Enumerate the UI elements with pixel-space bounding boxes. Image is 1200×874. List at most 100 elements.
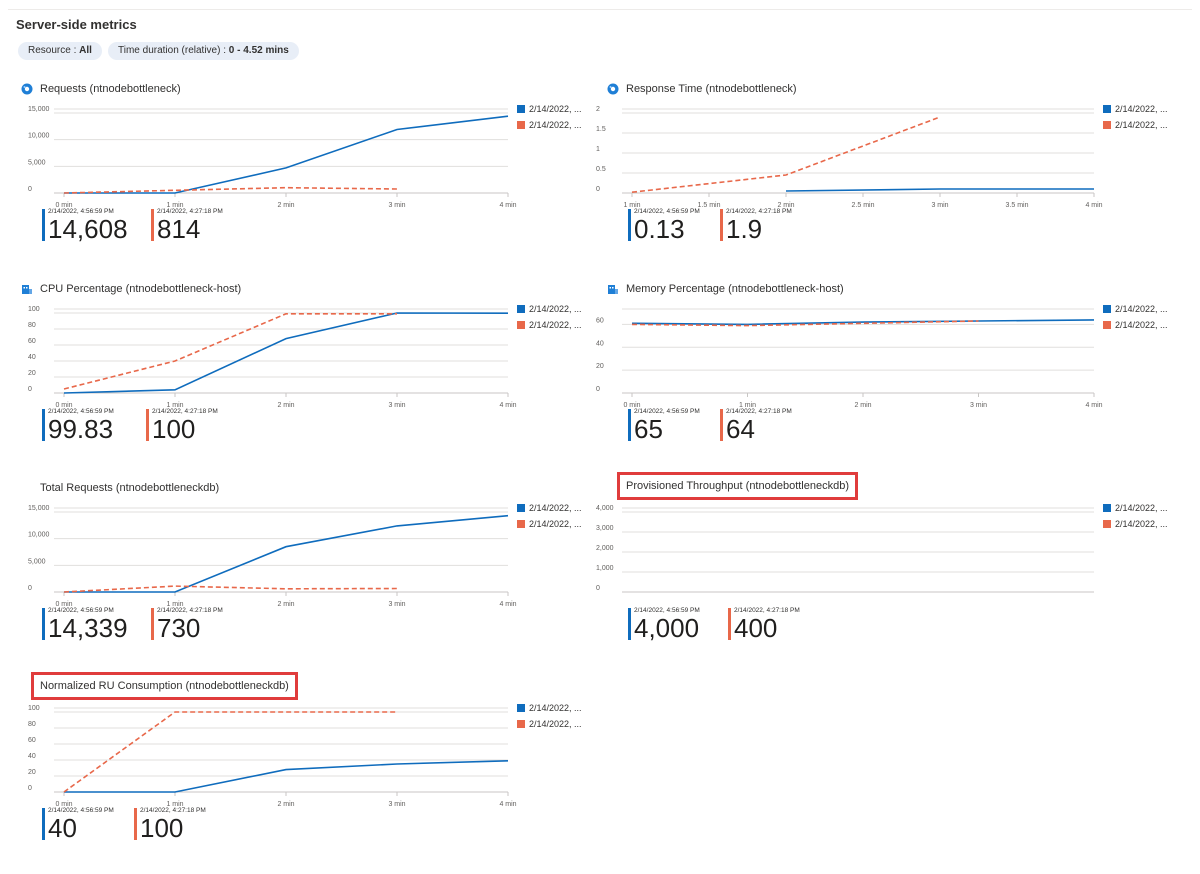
legend-swatch <box>1103 305 1111 313</box>
summary-stat: 2/14/2022, 4:27:18 PM 100 <box>146 408 218 442</box>
x-tick-label: 3 min <box>388 601 405 608</box>
metric-panel[interactable]: Response Time (ntnodebottleneck) 0 0.5 1 1.5… <box>596 80 1186 275</box>
legend-item[interactable]: 2/14/2022, ... <box>517 104 582 114</box>
app-insights-icon <box>20 82 34 96</box>
stat-timestamp: 2/14/2022, 4:56:59 PM <box>634 607 700 614</box>
time-duration-filter-pill[interactable]: Time duration (relative) : 0 - 4.52 mins <box>108 42 299 60</box>
metric-title-text: Requests (ntnodebottleneck) <box>40 83 181 95</box>
stat-value: 814 <box>157 214 201 244</box>
stat-timestamp: 2/14/2022, 4:56:59 PM <box>48 208 114 215</box>
legend-label: 2/14/2022, ... <box>1115 104 1168 114</box>
metric-title[interactable]: Total Requests (ntnodebottleneckdb) <box>40 479 219 497</box>
legend-item[interactable]: 2/14/2022, ... <box>517 320 582 330</box>
y-tick-label: 15,000 <box>28 505 50 512</box>
metric-title[interactable]: CPU Percentage (ntnodebottleneck-host) <box>20 280 241 298</box>
stat-timestamp: 2/14/2022, 4:56:59 PM <box>48 807 114 814</box>
time-duration-filter-value: 0 - 4.52 mins <box>228 45 289 56</box>
legend-label: 2/14/2022, ... <box>529 104 582 114</box>
x-tick-label: 1.5 min <box>698 202 721 209</box>
legend-item[interactable]: 2/14/2022, ... <box>1103 519 1168 529</box>
stat-color-bar <box>151 209 154 241</box>
app-insights-icon <box>606 82 620 96</box>
legend-item[interactable]: 2/14/2022, ... <box>517 503 582 513</box>
summary-stat: 2/14/2022, 4:56:59 PM 0.13 <box>628 208 700 242</box>
series-line-solid <box>64 514 509 593</box>
metric-panel[interactable]: CPU Percentage (ntnodebottleneck-host) 0 2… <box>20 280 600 475</box>
y-tick-label: 0.5 <box>596 166 606 173</box>
summary-stat: 2/14/2022, 4:56:59 PM 99.83 <box>42 408 114 442</box>
metric-panel[interactable]: Requests (ntnodebottleneck) 0 5,000 10,000 1… <box>20 80 600 275</box>
x-tick-label: 2 min <box>277 601 294 608</box>
section-title: Server-side metrics <box>16 17 137 32</box>
summary-stat: 2/14/2022, 4:56:59 PM 4,000 <box>628 607 700 641</box>
metric-title[interactable]: Provisioned Throughput (ntnodebottleneck… <box>616 472 859 500</box>
metric-title[interactable]: Response Time (ntnodebottleneck) <box>606 80 797 98</box>
legend-item[interactable]: 2/14/2022, ... <box>1103 104 1168 114</box>
line-chart: 0 1,000 2,000 3,000 4,000 <box>596 505 1094 593</box>
series-line-dashed <box>63 313 397 390</box>
legend-item[interactable]: 2/14/2022, ... <box>1103 503 1168 513</box>
legend-item[interactable]: 2/14/2022, ... <box>1103 120 1168 130</box>
series-line-dashed <box>63 711 397 793</box>
legend-label: 2/14/2022, ... <box>1115 320 1168 330</box>
y-tick-label: 20 <box>28 370 36 377</box>
metric-title-text: Memory Percentage (ntnodebottleneck-host… <box>626 283 844 295</box>
x-tick-label: 4 min <box>1085 202 1102 209</box>
legend-item[interactable]: 2/14/2022, ... <box>517 519 582 529</box>
metric-panel[interactable]: Memory Percentage (ntnodebottleneck-host… <box>596 280 1186 475</box>
legend-item[interactable]: 2/14/2022, ... <box>517 304 582 314</box>
x-tick-label: 2 min <box>277 801 294 808</box>
stat-timestamp: 2/14/2022, 4:27:18 PM <box>140 807 206 814</box>
top-divider <box>8 9 1192 10</box>
x-tick-label: 1 min <box>623 202 640 209</box>
x-tick-label: 2 min <box>277 402 294 409</box>
metric-panel[interactable]: Normalized RU Consumption (ntnodebottlen… <box>20 672 600 874</box>
y-tick-label: 80 <box>28 721 36 728</box>
app-service-plan-icon <box>606 282 620 296</box>
stat-color-bar <box>628 409 631 441</box>
series-line-solid <box>631 319 1095 326</box>
stat-timestamp: 2/14/2022, 4:27:18 PM <box>157 208 223 215</box>
legend-item[interactable]: 2/14/2022, ... <box>517 703 582 713</box>
x-tick-label: 1 min <box>739 402 756 409</box>
legend-item[interactable]: 2/14/2022, ... <box>517 719 582 729</box>
summary-stat: 2/14/2022, 4:56:59 PM 40 <box>42 807 114 841</box>
resource-filter-pill[interactable]: Resource : All <box>18 42 102 60</box>
series-line-dashed <box>63 186 398 194</box>
legend-swatch <box>1103 321 1111 329</box>
summary-stat: 2/14/2022, 4:27:18 PM 64 <box>720 408 792 442</box>
legend-item[interactable]: 2/14/2022, ... <box>517 120 582 130</box>
metric-title[interactable]: Normalized RU Consumption (ntnodebottlen… <box>31 672 298 700</box>
y-tick-label: 0 <box>28 186 32 193</box>
stat-color-bar <box>146 409 149 441</box>
x-tick-label: 1 min <box>166 801 183 808</box>
series-line-solid <box>785 188 1094 192</box>
line-chart: 0 20 40 60 80 100 0 min 1 min 2 min 3 min 4 min <box>28 705 517 808</box>
metric-title-text: Normalized RU Consumption (ntnodebottlen… <box>40 680 289 692</box>
x-tick-label: 4 min <box>1085 402 1102 409</box>
y-tick-label: 5,000 <box>28 159 46 166</box>
legend-swatch <box>1103 121 1111 129</box>
stat-timestamp: 2/14/2022, 4:56:59 PM <box>48 408 114 415</box>
y-tick-label: 0 <box>28 585 32 592</box>
stat-value: 1.9 <box>726 214 763 244</box>
stat-color-bar <box>151 608 154 640</box>
metric-panel[interactable]: Total Requests (ntnodebottleneckdb) 0 5,00… <box>20 479 600 674</box>
legend-swatch <box>517 520 525 528</box>
y-tick-label: 2 <box>596 106 600 113</box>
x-tick-label: 2 min <box>777 202 794 209</box>
metric-panel[interactable]: Provisioned Throughput (ntnodebottleneck… <box>596 472 1186 674</box>
y-tick-label: 80 <box>28 322 36 329</box>
y-tick-label: 0 <box>596 585 600 592</box>
x-tick-label: 3 min <box>388 801 405 808</box>
x-tick-label: 2 min <box>277 202 294 209</box>
metric-title[interactable]: Requests (ntnodebottleneck) <box>20 80 181 98</box>
x-tick-label: 3 min <box>931 202 948 209</box>
stat-color-bar <box>628 608 631 640</box>
metric-title[interactable]: Memory Percentage (ntnodebottleneck-host… <box>606 280 844 298</box>
stat-timestamp: 2/14/2022, 4:27:18 PM <box>157 607 223 614</box>
line-chart: 0 5,000 10,000 15,000 0 min 1 min 2 min 3 min 4 … <box>28 106 517 209</box>
legend-item[interactable]: 2/14/2022, ... <box>1103 304 1168 314</box>
legend-item[interactable]: 2/14/2022, ... <box>1103 320 1168 330</box>
y-tick-label: 0 <box>596 186 600 193</box>
